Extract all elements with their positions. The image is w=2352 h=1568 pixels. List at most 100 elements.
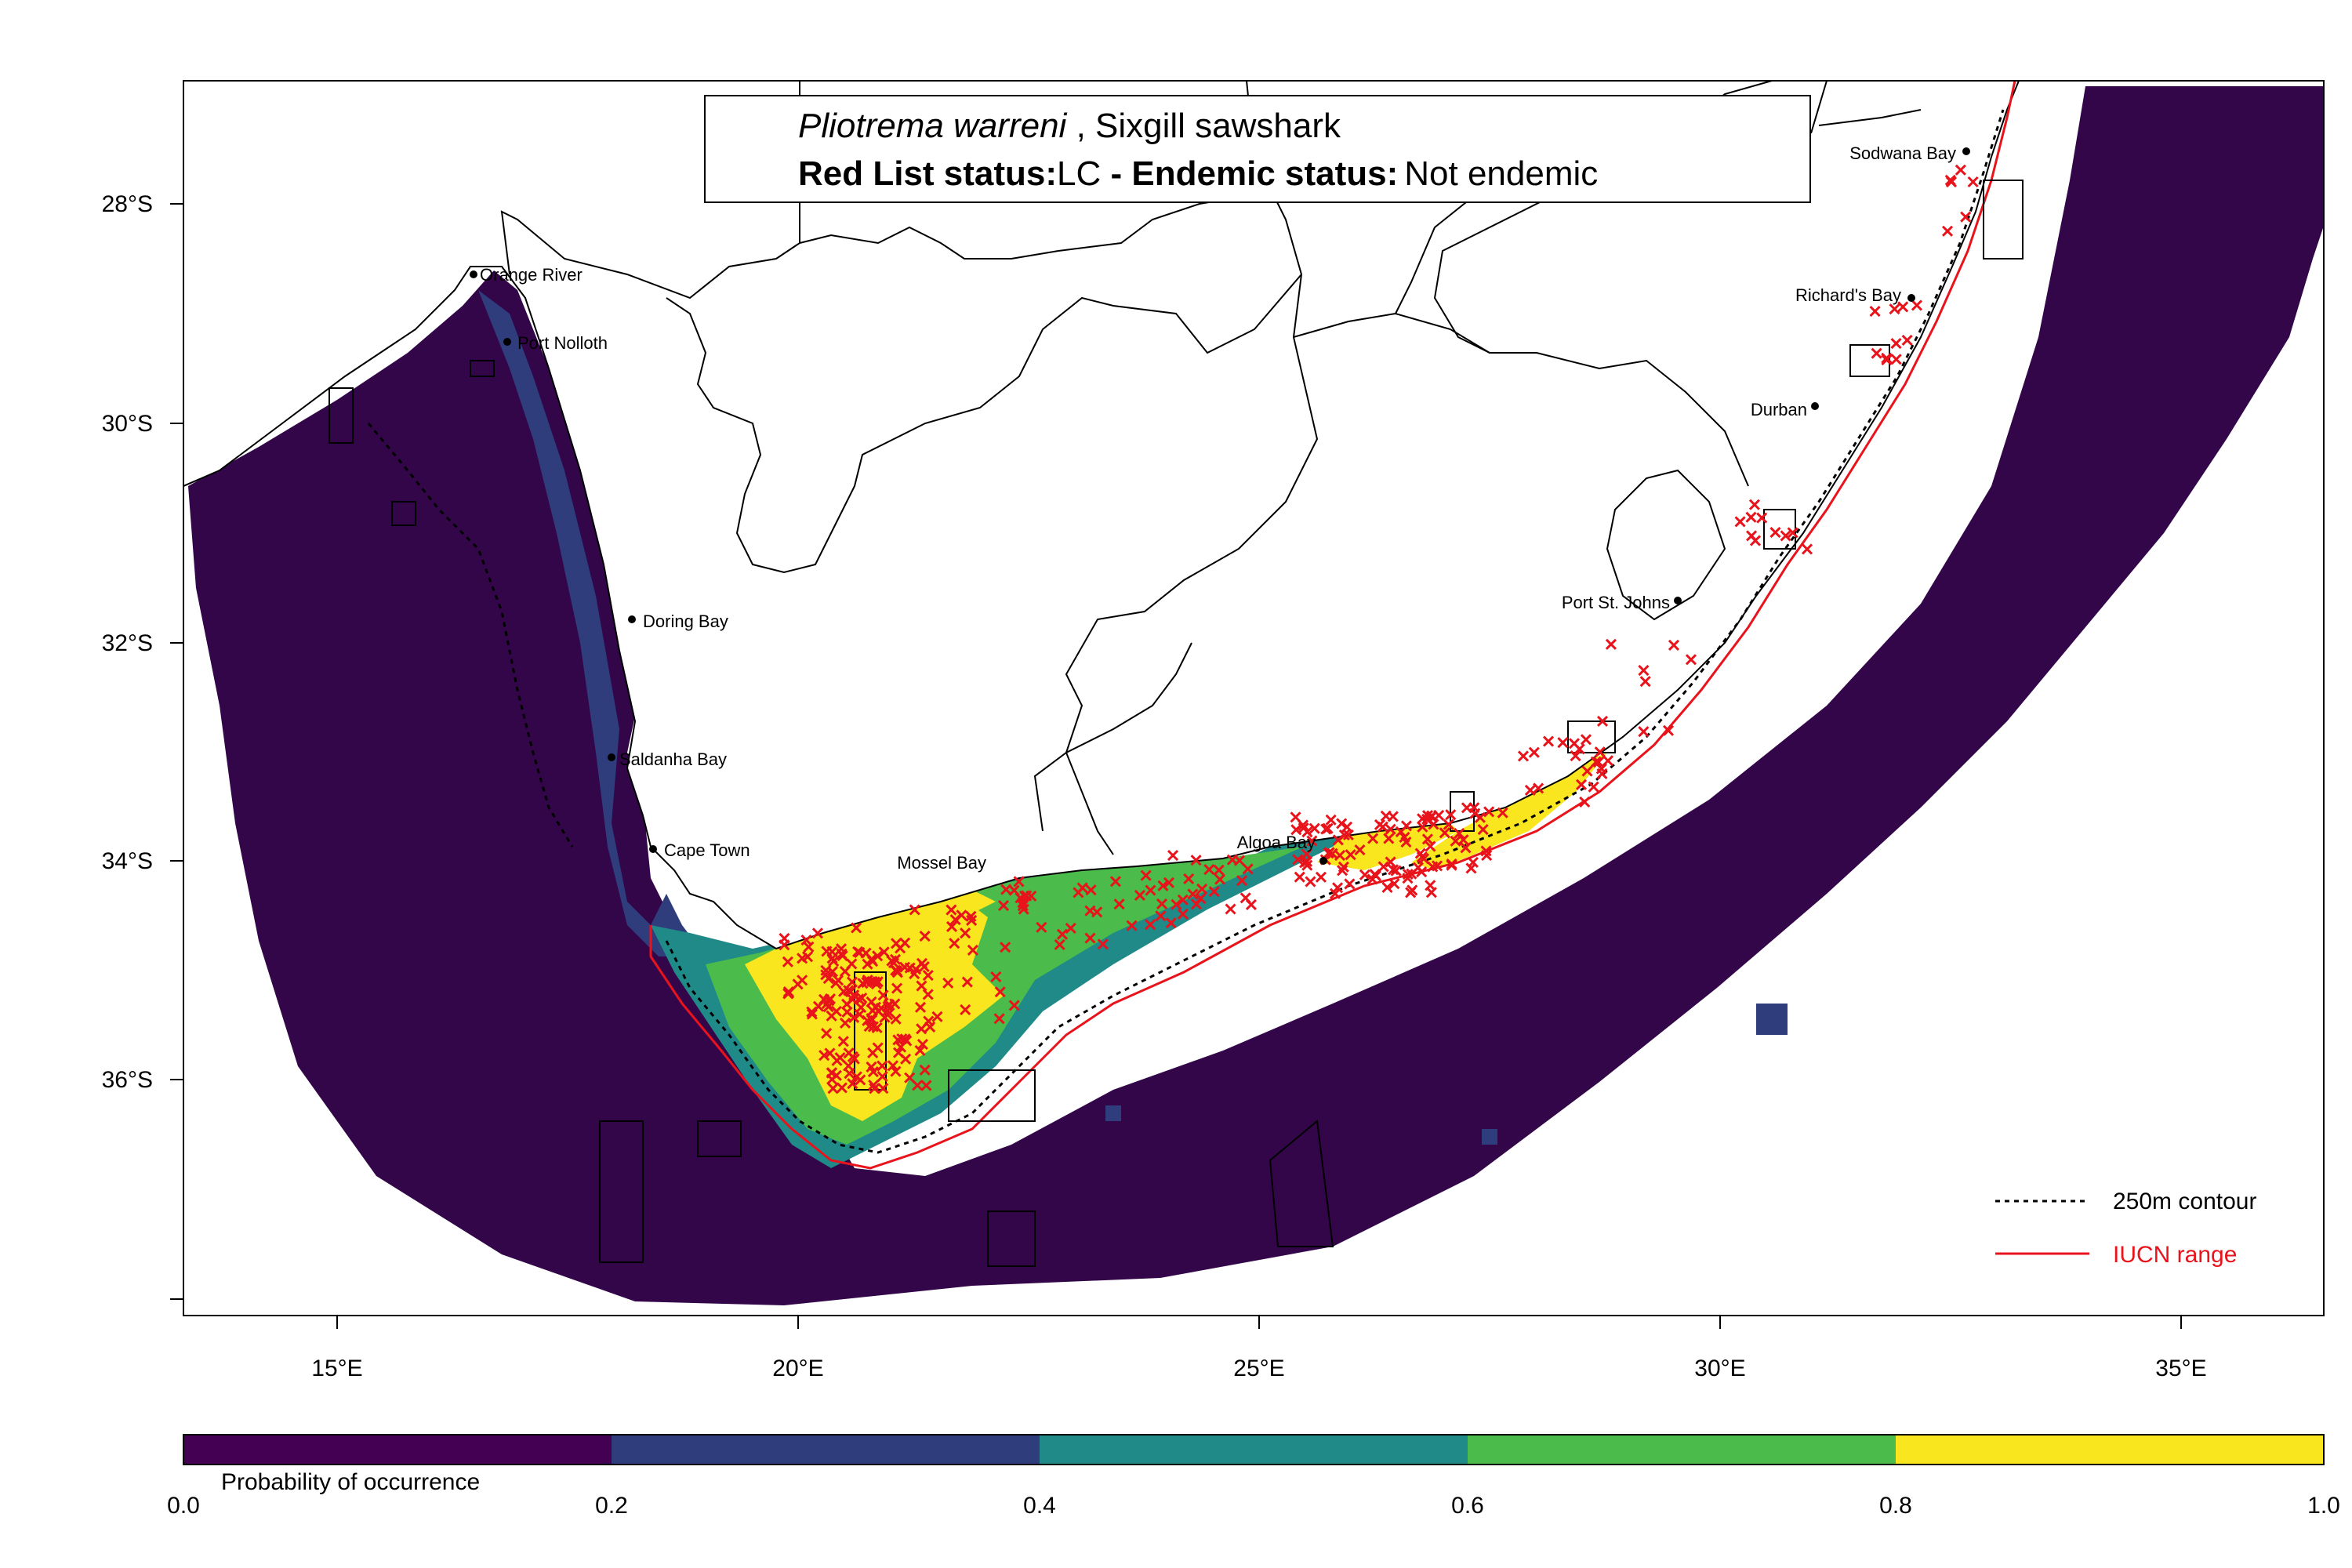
occurrence-marker bbox=[1000, 942, 1011, 953]
occurrence-marker bbox=[826, 966, 838, 978]
occurrence-marker bbox=[841, 1006, 853, 1018]
colorbar-tick: 0.4 bbox=[1023, 1493, 1056, 1519]
occurrence-marker bbox=[872, 950, 884, 962]
x-tick-label: 25°E bbox=[1233, 1356, 1284, 1381]
town-label: Port St. Johns bbox=[1562, 593, 1670, 612]
species-name: Pliotrema warreni bbox=[798, 107, 1068, 145]
occurrence-marker bbox=[1301, 859, 1313, 871]
status-line: Red List status:LC - Endemic status: Not … bbox=[798, 154, 1598, 193]
town-label: Algoa Bay bbox=[1237, 833, 1316, 852]
occurrence-marker bbox=[1960, 211, 1972, 223]
occurrence-marker bbox=[916, 980, 927, 992]
occurrence-marker bbox=[854, 1008, 866, 1020]
occurrence-marker bbox=[828, 956, 840, 967]
occurrence-marker bbox=[918, 961, 930, 973]
occurrence-marker bbox=[1421, 813, 1433, 825]
occurrence-marker bbox=[1381, 881, 1393, 893]
legend-iucn-label: IUCN range bbox=[2113, 1242, 2237, 1268]
occurrence-marker bbox=[1109, 876, 1122, 887]
occurrence-marker bbox=[1018, 903, 1029, 915]
colorbar-tick: 0.0 bbox=[167, 1493, 200, 1519]
occurrence-marker bbox=[1517, 750, 1530, 762]
occurrence-marker bbox=[1167, 849, 1179, 862]
town-label: Port Nolloth bbox=[517, 333, 608, 353]
colorbar-tick: 0.8 bbox=[1879, 1493, 1912, 1519]
occurrence-marker bbox=[1581, 765, 1593, 777]
occurrence-marker bbox=[1524, 784, 1536, 796]
occurrence-marker bbox=[872, 1042, 884, 1054]
occurrence-marker bbox=[890, 1013, 902, 1025]
occurrence-marker bbox=[919, 1064, 931, 1076]
occurrence-marker bbox=[1369, 869, 1381, 880]
town-label: Durban bbox=[1751, 400, 1807, 419]
occurrence-marker bbox=[966, 914, 978, 926]
occurrence-marker bbox=[1460, 842, 1472, 854]
occurrence-marker bbox=[1881, 352, 1893, 364]
occurrence-marker bbox=[1400, 820, 1413, 832]
occurrence-marker bbox=[811, 927, 824, 939]
occurrence-marker bbox=[993, 1013, 1005, 1025]
occurrence-marker bbox=[1385, 856, 1396, 868]
y-axis bbox=[170, 203, 183, 1300]
occurrence-marker bbox=[1911, 299, 1923, 311]
occurrence-marker bbox=[1236, 875, 1248, 887]
town-markers bbox=[470, 147, 1970, 865]
occurrence-marker bbox=[843, 1047, 855, 1059]
occurrence-marker bbox=[1140, 869, 1152, 881]
probability-raster-08 bbox=[1411, 753, 1607, 870]
occurrence-marker bbox=[836, 1082, 848, 1094]
probability-raster-02 bbox=[478, 290, 706, 956]
occurrence-marker bbox=[821, 1028, 833, 1040]
occurrence-marker bbox=[914, 1044, 926, 1056]
occurrence-marker bbox=[1073, 887, 1084, 898]
occurrence-marker bbox=[851, 922, 862, 934]
occurrence-marker bbox=[1421, 833, 1433, 845]
town-label: Sodwana Bay bbox=[1849, 143, 1956, 163]
occurrence-marker bbox=[839, 1017, 851, 1029]
occurrence-marker bbox=[1474, 811, 1486, 823]
occurrence-marker bbox=[1214, 873, 1226, 885]
occurrence-marker bbox=[1336, 818, 1348, 829]
occurrence-marker bbox=[1208, 886, 1220, 898]
occurrence-marker bbox=[1332, 882, 1344, 894]
occurrence-marker bbox=[877, 1071, 888, 1083]
colorbar bbox=[183, 1434, 2325, 1465]
x-tick-label: 30°E bbox=[1694, 1356, 1745, 1381]
occurrence-marker bbox=[1065, 922, 1076, 935]
occurrence-marker bbox=[1338, 829, 1350, 841]
occurrence-marker bbox=[1869, 305, 1881, 318]
occurrence-marker bbox=[942, 977, 954, 989]
occurrence-marker bbox=[861, 977, 873, 989]
occurrence-marker bbox=[1354, 844, 1366, 856]
occurrence-marker bbox=[1054, 938, 1065, 950]
occurrence-marker bbox=[1881, 354, 1893, 366]
occurrence-marker bbox=[1497, 807, 1508, 818]
occurrence-marker bbox=[832, 975, 844, 986]
occurrence-marker bbox=[1292, 854, 1304, 866]
occurrence-marker bbox=[1367, 833, 1379, 844]
occurrence-marker bbox=[961, 976, 973, 988]
occurrence-marker bbox=[1557, 737, 1569, 749]
y-tick-label: 28°S bbox=[102, 191, 153, 217]
title-box bbox=[704, 95, 1811, 203]
colorbar-tick: 1.0 bbox=[2307, 1493, 2340, 1519]
occurrence-marker bbox=[1639, 676, 1651, 688]
occurrence-marker bbox=[1156, 898, 1168, 909]
occurrence-marker bbox=[1416, 866, 1428, 878]
occurrence-marker bbox=[1542, 735, 1555, 747]
occurrence-marker bbox=[1390, 865, 1402, 877]
occurrence-marker bbox=[949, 938, 960, 949]
occurrence-marker bbox=[1196, 883, 1208, 895]
land-mass bbox=[183, 81, 2020, 950]
occurrence-marker bbox=[965, 910, 977, 922]
occurrence-marker bbox=[835, 943, 848, 955]
occurrence-marker bbox=[1018, 890, 1031, 902]
occurrence-marker bbox=[1359, 869, 1370, 880]
occurrence-marker bbox=[1085, 884, 1097, 896]
occurrence-marker bbox=[1056, 928, 1069, 940]
colorbar-tick: 0.2 bbox=[595, 1493, 628, 1519]
town-label: Orange River bbox=[480, 265, 583, 285]
occurrence-marker bbox=[1756, 512, 1768, 524]
occurrence-marker bbox=[1483, 806, 1495, 818]
occurrence-marker bbox=[1306, 835, 1318, 847]
